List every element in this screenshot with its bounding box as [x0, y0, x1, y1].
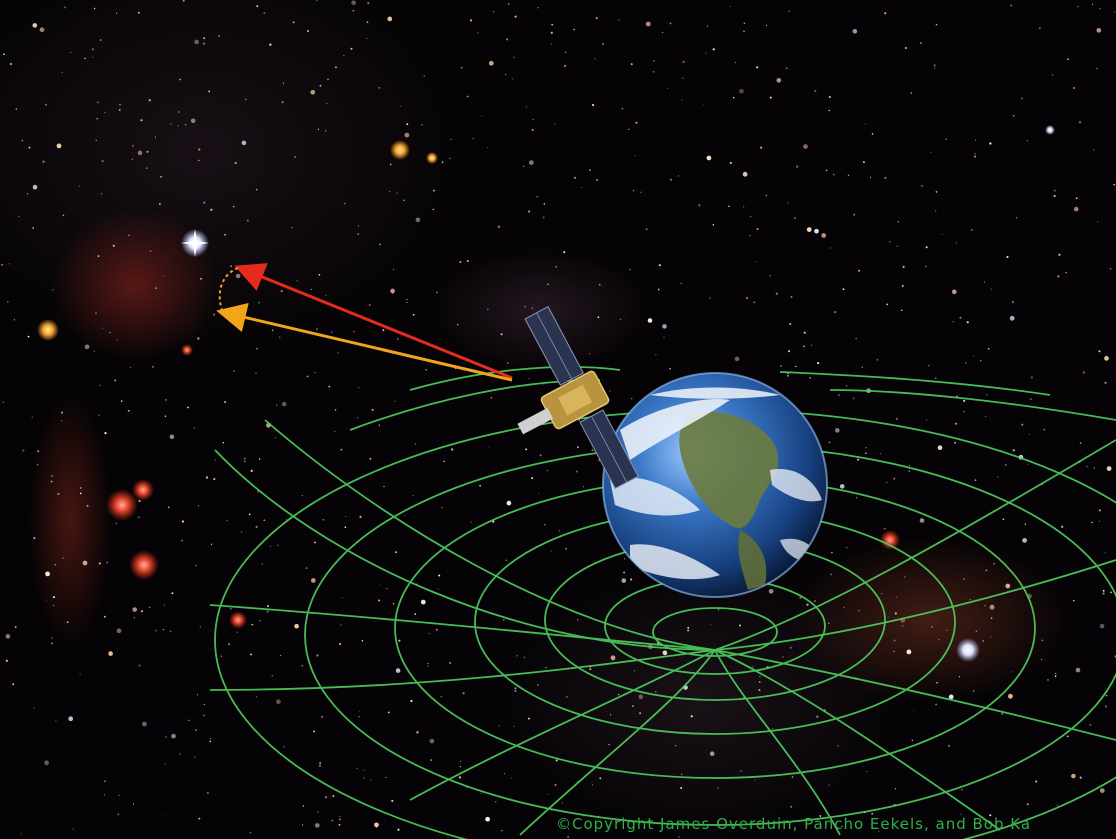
- bright-stars: [37, 125, 1055, 662]
- earth-icon: [602, 372, 828, 598]
- satellite-icon: [517, 306, 639, 490]
- line-of-sight-arrows: [216, 263, 513, 382]
- copyright-credit: ©Copyright James Overduin, Pancho Eekels…: [556, 815, 1032, 833]
